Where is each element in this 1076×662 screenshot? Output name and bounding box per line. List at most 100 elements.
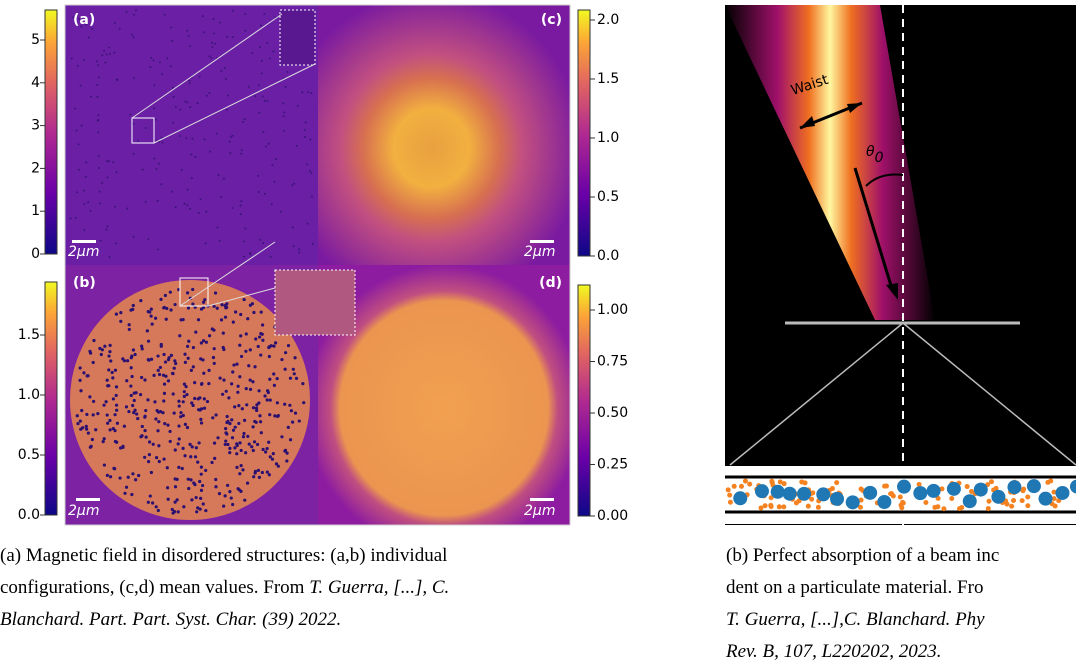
particle [809,496,815,502]
particle [251,425,255,429]
particle [156,410,161,414]
particle [166,486,170,490]
particle [288,403,292,407]
particle [201,358,205,362]
scalebar [76,498,100,501]
particle [279,210,282,213]
particle [251,406,256,410]
particle [193,396,197,401]
particle [140,344,144,348]
particle [79,84,82,87]
particle [171,121,174,124]
caption-line: Blanchard. Part. Part. Syst. Char. (39) … [0,604,449,636]
particle [257,389,261,393]
particle [160,136,163,139]
particle [157,444,161,448]
particle [204,509,208,513]
particle [882,483,888,489]
zoom-line [153,63,316,144]
particle [199,198,202,201]
particle [304,135,307,138]
particle [127,409,131,414]
particle [108,428,112,432]
particle [166,423,170,427]
particle [254,406,259,410]
particle [228,489,232,494]
particle [127,323,131,327]
particle [897,479,912,494]
particle [243,255,246,258]
particle [241,435,246,439]
particle [122,424,127,428]
particle [144,408,148,413]
particle [258,420,263,424]
particle [248,378,252,382]
particle [153,157,156,160]
particle [213,32,216,35]
particle [154,417,158,421]
particle [240,148,243,151]
particle [230,418,234,422]
particle [223,442,227,447]
particle [76,191,79,194]
particle [157,420,161,424]
particle [176,442,180,446]
particle [228,451,232,455]
particle [92,338,96,343]
particle [259,353,263,357]
caption-text: Rev. B, 107, L220202, 2023. [726,641,942,662]
colorbar-label: 1.5 [597,71,619,87]
particle [286,70,289,73]
particle [232,363,236,367]
particle [129,308,133,312]
particle [118,476,122,480]
particle [193,455,198,459]
particle [226,419,230,424]
particle [212,347,216,351]
arrowhead [847,103,862,113]
particle [207,382,211,386]
particle [263,192,266,195]
particle [131,403,135,408]
particle [245,403,249,407]
caption-text: configurations, (c,d) mean values. From [0,577,310,598]
particle [113,467,117,471]
particle [88,395,92,399]
caption-text: (a) Magnetic field in disordered structu… [0,545,448,566]
caption-text: (b) Perfect absorption of a beam inc [726,545,1000,566]
particle [265,447,269,451]
colorbar-label: 0.00 [597,508,628,524]
particle [285,459,289,463]
particle [113,22,116,25]
particle [196,506,200,510]
particle [727,499,733,505]
particle [85,427,89,431]
particle [171,39,174,42]
particle [777,479,783,485]
particle [293,182,296,185]
particle [260,59,263,62]
particle [106,160,109,163]
particle [830,491,845,506]
particle [263,394,267,398]
particle [913,486,928,501]
particle [80,408,84,413]
panel-label: (c) [541,12,562,28]
particle [98,346,102,351]
particle [255,442,260,447]
particle [249,252,252,255]
particle [236,487,240,491]
particle [184,385,188,389]
particle [119,446,123,450]
particle [162,382,167,386]
particle [199,417,203,421]
particle [190,445,194,449]
particle [96,84,99,87]
particle [301,382,305,386]
particle [159,297,163,301]
particle [183,454,187,458]
particle [72,16,75,19]
particle [108,418,112,423]
particle [233,446,237,450]
particle [172,411,176,415]
